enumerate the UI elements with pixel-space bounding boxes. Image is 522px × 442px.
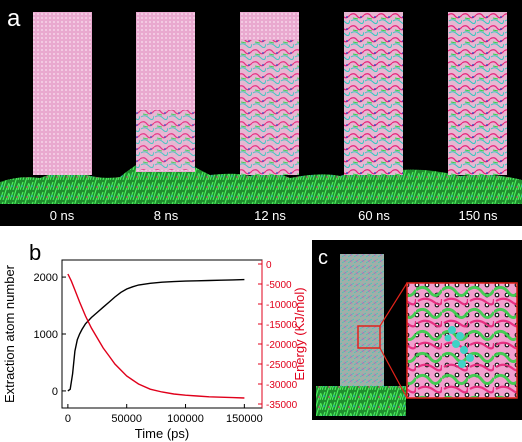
substrate-layer bbox=[0, 150, 522, 204]
y-left-tick-label: 2000 bbox=[34, 272, 58, 284]
frame-label-3: 60 ns bbox=[358, 208, 390, 223]
y-right-tick-label: -20000 bbox=[266, 340, 298, 351]
x-axis-label: Time (ps) bbox=[135, 426, 189, 441]
crystal-frame-12ns-dissolving bbox=[240, 40, 299, 175]
y-right-tick-label: -30000 bbox=[266, 380, 298, 391]
x-tick-label: 150000 bbox=[226, 413, 263, 425]
x-tick-label: 0 bbox=[65, 413, 71, 425]
x-tick-label: 50000 bbox=[111, 413, 142, 425]
panel-b-label: b bbox=[29, 240, 41, 265]
y-right-tick-label: -35000 bbox=[266, 400, 298, 411]
frame-label-4: 150 ns bbox=[458, 208, 498, 223]
y-axis-left-label: Extraction atom number bbox=[2, 264, 17, 403]
y-left-tick-label: 1000 bbox=[34, 329, 58, 341]
panel-c-zoom: c bbox=[312, 240, 522, 420]
frame-label-0: 0 ns bbox=[50, 208, 75, 223]
zoom-inset-fibres bbox=[407, 283, 517, 398]
series-energy-line bbox=[67, 273, 245, 399]
y-right-tick-label: -5000 bbox=[266, 280, 292, 291]
panel-a-snapshots: a 0 ns 8 ns 12 ns 60 ns 150 ns bbox=[0, 0, 522, 226]
zoom-connector-bottom bbox=[379, 347, 408, 399]
zoom-cluster bbox=[444, 326, 474, 368]
y-left-tick-label: 0 bbox=[52, 386, 58, 398]
y-right-tick-label: -15000 bbox=[266, 320, 298, 331]
panel-a-label: a bbox=[7, 5, 21, 32]
frame-label-2: 12 ns bbox=[254, 208, 286, 223]
y-right-tick-label: -10000 bbox=[266, 300, 298, 311]
frame-label-1: 8 ns bbox=[154, 208, 179, 223]
zoom-inset-border bbox=[406, 282, 518, 399]
zoom-source-box bbox=[357, 325, 381, 349]
y-right-tick-label: -25000 bbox=[266, 360, 298, 371]
crystal-frame-150ns bbox=[448, 12, 507, 175]
crystal-frame-60ns bbox=[344, 12, 403, 175]
panel-c-label: c bbox=[318, 247, 328, 269]
y-axis-right-label: Energy (KJ/mol) bbox=[292, 287, 307, 380]
panel-c-substrate bbox=[316, 386, 406, 416]
crystal-frame-8ns-dissolving bbox=[136, 110, 195, 170]
panel-c-pillar bbox=[340, 254, 384, 386]
series-extraction-line bbox=[67, 278, 245, 392]
x-tick-label: 100000 bbox=[167, 413, 204, 425]
zoom-connector-top bbox=[379, 282, 408, 327]
crystal-frame-0ns bbox=[33, 12, 92, 175]
panel-b-chart: b 0 50000 100000 150000 0 1000 2000 0 -5000 -10… bbox=[2, 240, 307, 441]
y-right-tick-label: 0 bbox=[266, 260, 272, 271]
